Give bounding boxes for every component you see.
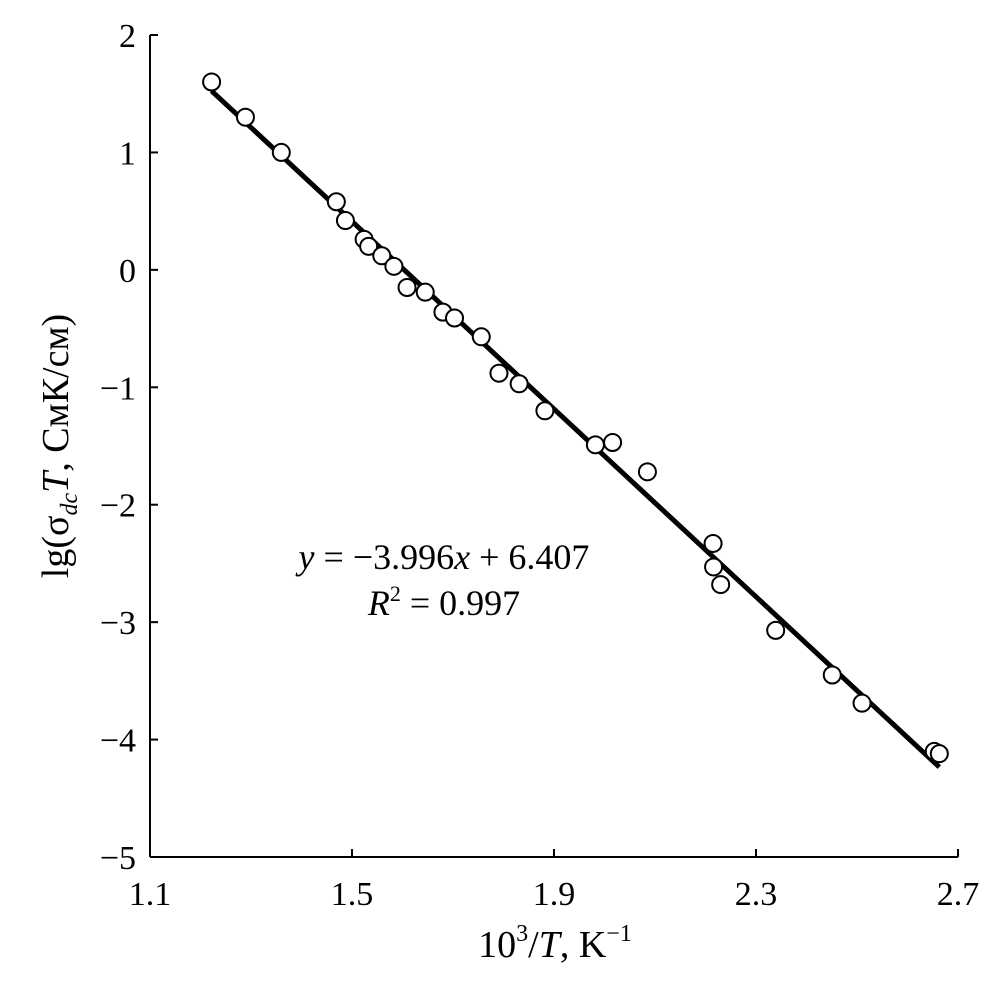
r-squared-label: R2 = 0.997 (367, 581, 520, 623)
r-squared-exp: 2 (390, 581, 401, 606)
r-squared-var: R (367, 583, 390, 623)
y-tick-label: 2 (119, 18, 136, 55)
data-point (822, 665, 842, 685)
data-point (202, 72, 222, 92)
data-point (704, 557, 724, 577)
equation-body: = −3.996 (315, 537, 455, 577)
x-axis-title-unit: , K (560, 924, 607, 966)
x-tick-label: 2.3 (735, 876, 778, 913)
data-point (585, 435, 605, 455)
regression-equation: y = −3.996x + 6.407 (296, 537, 590, 577)
data-point (384, 256, 404, 276)
data-point (509, 374, 529, 394)
x-axis-title-exp: 3 (516, 921, 528, 947)
y-tick-label: 1 (119, 135, 136, 172)
data-point (415, 282, 435, 302)
y-tick-label: −4 (100, 723, 136, 760)
fit-line-layer (209, 89, 942, 769)
y-axis-title-var: T (35, 469, 77, 493)
y-tick-label: −5 (100, 840, 136, 877)
x-tick-label: 2.7 (937, 876, 980, 913)
ticks: 1.1 1.5 1.9 2.3 2.7 −5 −4 −3 −2 −1 0 1 2 (100, 18, 979, 913)
x-axis-title-slash: / (528, 924, 539, 966)
data-point (235, 107, 255, 127)
data-point (535, 401, 555, 421)
data-point (637, 462, 657, 482)
x-axis-title-var: T (539, 924, 563, 966)
x-axis-title-base: 10 (478, 924, 516, 966)
r-squared-value: = 0.997 (401, 583, 520, 623)
data-point (372, 246, 392, 266)
data-point (326, 192, 346, 212)
data-point (711, 575, 731, 595)
y-axis-title-sub: dc (57, 492, 83, 515)
data-point (397, 277, 417, 297)
data-point (603, 432, 623, 452)
x-tick-label: 1.1 (129, 876, 172, 913)
data-point (929, 744, 949, 764)
y-axis-title-suffix: , СмК/см) (35, 314, 77, 472)
equation-tail: + 6.407 (470, 537, 589, 577)
x-axis-title-unit-exp: −1 (606, 921, 632, 947)
data-point (335, 211, 355, 231)
data-point (703, 533, 723, 553)
data-point (489, 363, 509, 383)
data-point (445, 308, 465, 328)
y-tick-label: −3 (100, 605, 136, 642)
regression-line (209, 89, 942, 769)
axes (149, 35, 958, 858)
data-point (271, 142, 291, 162)
y-tick-label: −2 (100, 488, 136, 525)
y-tick-label: −1 (100, 370, 136, 407)
data-point (766, 620, 786, 640)
data-point (471, 327, 491, 347)
y-axis-title: lg(σdcT, СмК/см) (35, 314, 83, 578)
x-axis-title: 103/T, K−1 (478, 921, 632, 966)
y-tick-label: 0 (119, 253, 136, 290)
equation-y-var: y (296, 537, 315, 577)
x-tick-label: 1.5 (331, 876, 374, 913)
equation-x-var: x (453, 537, 470, 577)
data-point (359, 236, 379, 256)
x-tick-label: 1.9 (533, 876, 576, 913)
data-points (202, 72, 949, 764)
y-axis-title-prefix: lg(σ (35, 515, 77, 578)
data-point (852, 693, 872, 713)
